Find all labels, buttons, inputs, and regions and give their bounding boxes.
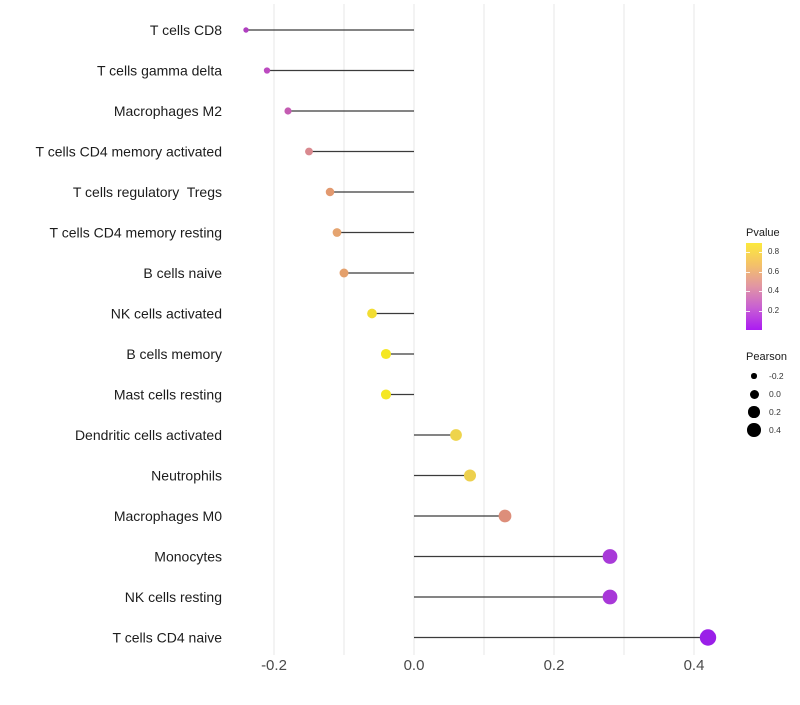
- pearson-legend-item: 0.2: [746, 403, 787, 421]
- lollipop-point: [305, 147, 313, 156]
- pearson-legend-dot: [748, 406, 760, 418]
- lollipop-point: [243, 27, 249, 33]
- lollipop-point: [498, 509, 512, 523]
- lollipop-point: [339, 268, 349, 278]
- lollipop-point: [450, 429, 462, 441]
- pearson-legend-dot-cell: [746, 423, 762, 437]
- pearson-size-legend: Pearson -0.2 0.0 0.2 0.4: [746, 351, 787, 439]
- category-label: Dendritic cells activated: [75, 427, 222, 443]
- category-label: Neutrophils: [151, 468, 222, 484]
- x-axis-tick-label: 0.4: [684, 657, 705, 674]
- pearson-legend-item: 0.0: [746, 385, 787, 403]
- x-axis-tick-label: -0.2: [261, 657, 287, 674]
- lollipop-point: [367, 308, 377, 319]
- pearson-legend-label: 0.4: [769, 425, 781, 435]
- pvalue-colorbar-tick-label: 0.4: [768, 286, 780, 296]
- pvalue-colorbar-tick-mark: [746, 252, 750, 254]
- category-label: NK cells activated: [111, 306, 222, 322]
- pvalue-colorbar-tick-mark: [758, 271, 762, 273]
- pvalue-colorbar-tick-mark: [746, 271, 750, 273]
- pearson-legend-dot-cell: [746, 406, 762, 418]
- lollipop-point: [602, 589, 618, 605]
- x-axis-tick-label: 0.2: [544, 657, 565, 674]
- category-label: T cells gamma delta: [97, 63, 222, 79]
- pvalue-colorbar-tick-mark: [758, 310, 762, 312]
- lollipop-point: [602, 549, 618, 564]
- pearson-legend-label: -0.2: [769, 371, 784, 381]
- category-label: T cells regulatory Tregs: [73, 184, 222, 200]
- category-label: B cells naive: [143, 265, 222, 281]
- pearson-legend-dot: [747, 423, 761, 437]
- pvalue-colorbar-tick-mark: [746, 310, 750, 312]
- pearson-legend-item: -0.2: [746, 367, 787, 385]
- lollipop-point: [263, 67, 271, 74]
- lollipop-point: [463, 469, 477, 482]
- pvalue-legend: Pvalue 0.8 0.6 0.4 0.2: [746, 227, 800, 330]
- pearson-legend-dot-cell: [746, 389, 762, 399]
- category-label: T cells CD4 memory activated: [36, 144, 222, 160]
- pvalue-colorbar-wrap: 0.8 0.6 0.4 0.2: [746, 243, 800, 330]
- category-label: T cells CD4 memory resting: [50, 225, 222, 241]
- pvalue-colorbar-tick-label: 0.2: [768, 305, 780, 315]
- category-label: T cells CD4 naive: [113, 630, 223, 646]
- category-label: Macrophages M0: [114, 508, 222, 524]
- category-label: T cells CD8: [150, 22, 222, 38]
- lollipop-point: [332, 228, 342, 237]
- lollipop-point: [380, 348, 392, 360]
- category-label: Macrophages M2: [114, 103, 222, 119]
- pearson-legend-label: 0.2: [769, 407, 781, 417]
- pvalue-colorbar-tick-label: 0.6: [768, 266, 780, 276]
- category-label: Monocytes: [154, 549, 222, 565]
- pearson-legend-dot: [751, 373, 757, 379]
- lollipop-point: [284, 107, 292, 115]
- lollipop-point: [325, 187, 335, 197]
- lollipop-point: [699, 629, 717, 646]
- category-label: Mast cells resting: [114, 387, 222, 403]
- pvalue-colorbar-tick-mark: [758, 252, 762, 254]
- pearson-legend-dot-cell: [746, 373, 762, 379]
- pvalue-colorbar-tick-mark: [746, 291, 750, 293]
- lollipop-point: [380, 389, 392, 400]
- pvalue-colorbar-tick-label: 0.8: [768, 247, 780, 257]
- pearson-legend-item: 0.4: [746, 421, 787, 439]
- category-label: NK cells resting: [125, 589, 222, 605]
- pearson-legend-label: 0.0: [769, 389, 781, 399]
- category-label: B cells memory: [126, 346, 222, 362]
- pvalue-legend-title: Pvalue: [746, 227, 780, 239]
- x-axis-tick-label: 0.0: [404, 657, 425, 674]
- pvalue-colorbar-gradient: [746, 243, 762, 330]
- pvalue-colorbar-tick-mark: [758, 291, 762, 293]
- pearson-legend-dot: [749, 389, 759, 399]
- pearson-legend-title: Pearson: [746, 351, 787, 363]
